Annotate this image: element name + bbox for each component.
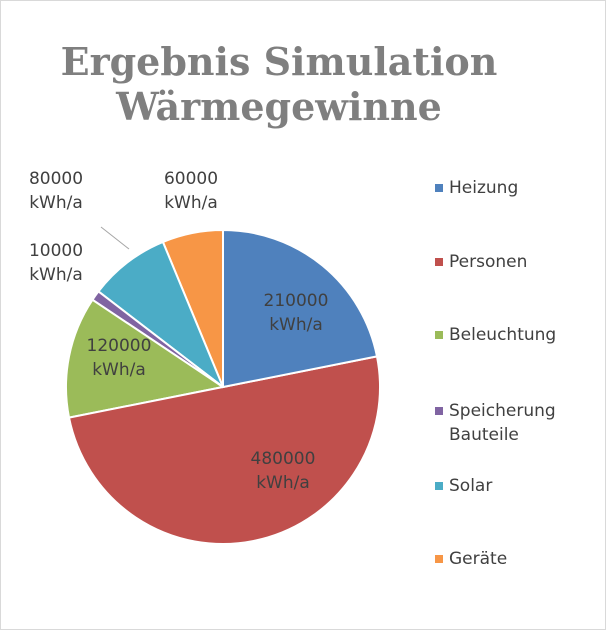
data-label: 80000 kWh/a [28, 169, 84, 213]
pie-slice [65, 298, 226, 419]
data-label: 10000 kWh/a [28, 241, 84, 285]
legend-item: Beleuchtung [435, 323, 599, 347]
legend-label: Solar [449, 476, 493, 496]
data-label: 210000 kWh/a [263, 291, 329, 335]
chart-title: Ergebnis Simulation Wärmegewinne [60, 39, 498, 129]
legend-item: Heizung [435, 176, 599, 200]
legend-item: Solar [435, 474, 599, 498]
legend-swatch [435, 184, 443, 192]
legend-swatch [435, 331, 443, 339]
data-label: 60000 kWh/a [163, 169, 219, 213]
leader-line [100, 226, 130, 250]
pie-slice [222, 228, 379, 389]
legend-swatch [435, 482, 443, 490]
legend-label: Beleuchtung [449, 325, 557, 345]
data-label: 120000 kWh/a [86, 336, 152, 380]
legend-item: Speicherung Bauteile [435, 399, 599, 447]
legend-label: Geräte [449, 549, 508, 569]
legend-item: Geräte [435, 547, 599, 571]
legend-label: Heizung [449, 178, 519, 198]
legend-swatch [435, 407, 443, 415]
legend-label: Personen [449, 252, 528, 272]
legend-label: Speicherung Bauteile [449, 401, 556, 445]
legend-swatch [435, 258, 443, 266]
pie-slice [67, 355, 381, 545]
legend-swatch [435, 555, 443, 563]
legend-item: Personen [435, 250, 599, 274]
data-label: 480000 kWh/a [250, 449, 316, 493]
